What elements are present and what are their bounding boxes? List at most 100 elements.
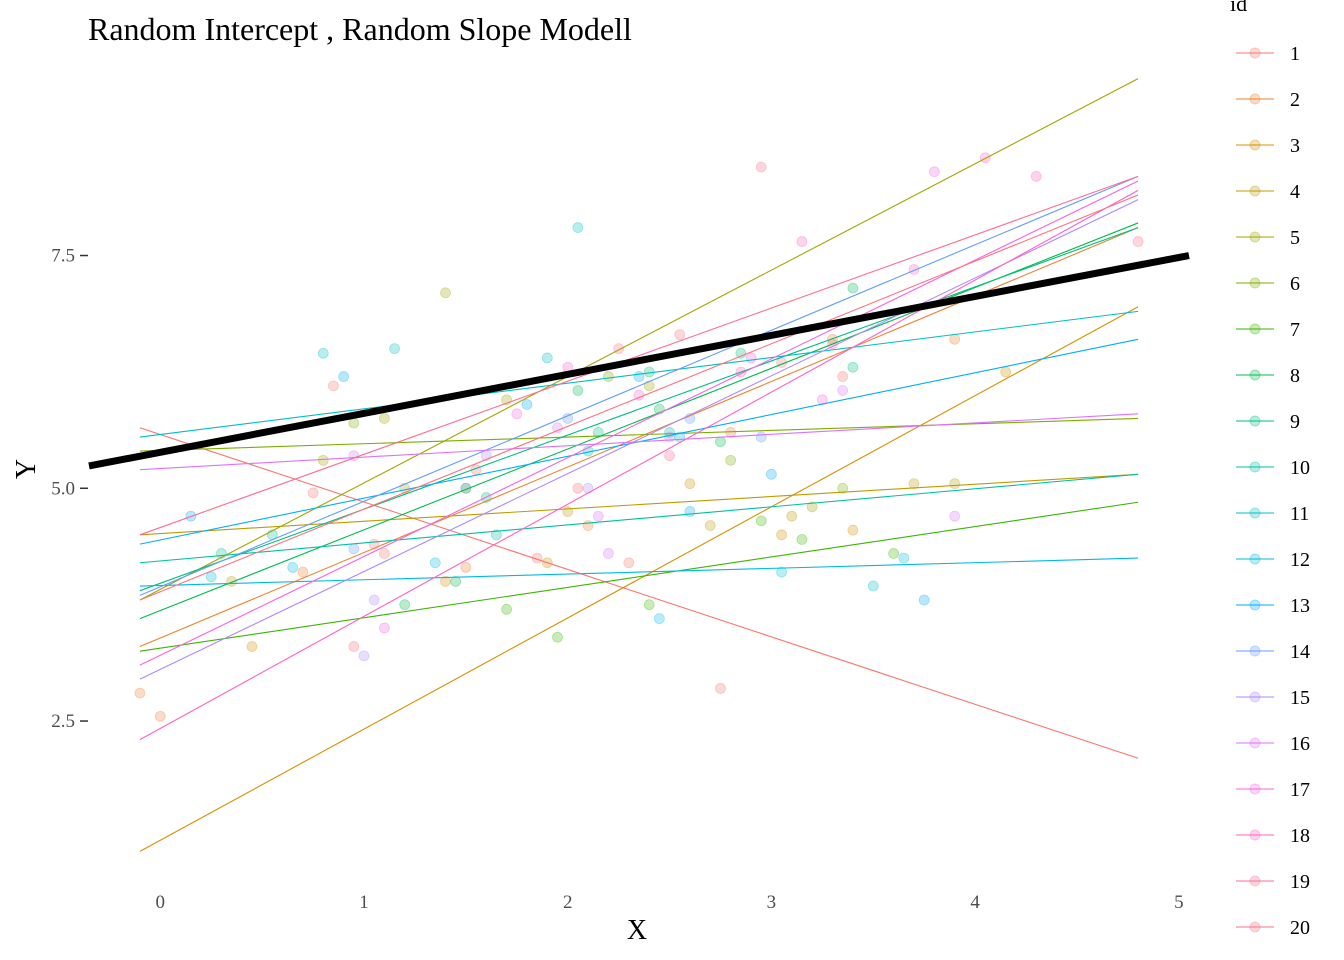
legend-item-11: 11 xyxy=(1236,503,1309,525)
legend-item-10: 10 xyxy=(1236,457,1310,479)
data-point-id-5 xyxy=(806,501,818,513)
series-line-id-10 xyxy=(139,473,1139,564)
x-tick-label: 1 xyxy=(359,892,369,913)
legend-item-15: 15 xyxy=(1236,687,1310,709)
data-point-id-17 xyxy=(745,352,757,364)
data-point-id-8 xyxy=(847,282,859,294)
data-point-id-5 xyxy=(378,413,390,424)
data-point-id-8 xyxy=(572,385,584,396)
data-point-id-13 xyxy=(918,594,930,606)
data-point-id-14 xyxy=(348,543,360,555)
legend-item-2: 2 xyxy=(1236,89,1300,111)
series-line-id-18 xyxy=(139,189,1139,741)
data-point-id-14 xyxy=(562,413,574,424)
series-line-id-6 xyxy=(139,417,1139,452)
legend-item-12: 12 xyxy=(1236,549,1310,571)
legend-label: 8 xyxy=(1290,365,1300,387)
data-point-id-9 xyxy=(847,361,859,373)
data-point-id-16 xyxy=(603,548,614,559)
y-tick-label: 5.0 xyxy=(51,478,75,499)
legend-item-7: 7 xyxy=(1236,319,1300,341)
legend-label: 1 xyxy=(1290,43,1300,65)
series-lines xyxy=(139,78,1139,852)
data-point-id-17 xyxy=(511,408,523,420)
legend-label: 14 xyxy=(1290,641,1310,663)
data-point-id-11 xyxy=(572,222,584,233)
y-axis: 2.5 5.0 7.5 xyxy=(51,246,88,732)
legend-item-19: 19 xyxy=(1236,871,1310,893)
data-point-id-16 xyxy=(837,385,849,396)
data-point-id-3 xyxy=(684,478,696,490)
legend-label: 10 xyxy=(1290,457,1310,479)
legend-title: id xyxy=(1230,0,1247,16)
x-axis-title: X xyxy=(627,915,647,946)
data-point-id-11 xyxy=(541,352,553,364)
y-axis-title: Y xyxy=(11,459,42,479)
legend-item-5: 5 xyxy=(1236,227,1300,249)
legend-key-point xyxy=(1249,369,1261,381)
legend-key-point xyxy=(1249,507,1261,519)
data-point-id-20 xyxy=(572,482,584,494)
series-line-id-7 xyxy=(139,501,1139,652)
data-point-id-3 xyxy=(776,529,787,541)
legend-label: 11 xyxy=(1290,503,1309,525)
data-point-id-3 xyxy=(246,641,258,652)
data-point-id-1 xyxy=(378,548,390,559)
data-point-id-19 xyxy=(755,161,767,173)
data-point-id-5 xyxy=(643,380,655,392)
legend-item-17: 17 xyxy=(1236,779,1310,801)
data-point-id-7 xyxy=(501,603,512,615)
legend-label: 9 xyxy=(1290,411,1300,433)
data-point-id-2 xyxy=(949,333,961,345)
x-tick-label: 5 xyxy=(1174,892,1184,913)
legend-key-point xyxy=(1249,783,1261,795)
data-point-id-7 xyxy=(552,631,563,643)
legend-item-13: 13 xyxy=(1236,595,1310,617)
series-line-id-8 xyxy=(139,222,1139,620)
data-point-id-12 xyxy=(653,613,665,625)
data-point-id-4 xyxy=(704,520,716,531)
legend-key-point xyxy=(1249,415,1261,427)
legend-item-6: 6 xyxy=(1236,273,1300,295)
data-point-id-12 xyxy=(898,552,910,564)
legend-key-point xyxy=(1249,47,1261,59)
data-point-id-1 xyxy=(715,683,726,694)
legend-label: 15 xyxy=(1290,687,1310,709)
data-point-id-20 xyxy=(674,329,686,341)
data-point-id-10 xyxy=(491,529,502,541)
series-line-id-11 xyxy=(139,310,1139,438)
legend-item-4: 4 xyxy=(1236,181,1300,203)
data-point-id-15 xyxy=(358,650,370,662)
data-point-id-6 xyxy=(603,371,614,382)
data-point-id-13 xyxy=(766,468,777,480)
data-point-id-11 xyxy=(317,347,329,359)
legend-item-18: 18 xyxy=(1236,825,1310,847)
data-point-id-20 xyxy=(348,641,360,652)
series-line-id-16 xyxy=(139,413,1139,471)
legend-key-point xyxy=(1249,139,1261,151)
data-point-id-13 xyxy=(521,399,533,410)
data-point-id-16 xyxy=(552,422,563,434)
data-point-id-1 xyxy=(837,371,849,382)
data-point-id-4 xyxy=(949,478,961,490)
data-point-id-1 xyxy=(307,487,319,499)
data-point-id-7 xyxy=(888,548,900,559)
data-point-id-4 xyxy=(562,506,574,517)
legend-item-14: 14 xyxy=(1236,641,1310,663)
legend-label: 3 xyxy=(1290,135,1300,157)
series-line-id-4 xyxy=(139,473,1139,536)
data-point-id-6 xyxy=(348,417,360,429)
data-point-id-4 xyxy=(908,478,920,490)
legend-label: 5 xyxy=(1290,227,1300,249)
data-point-id-12 xyxy=(776,566,787,578)
data-point-id-9 xyxy=(643,366,655,378)
data-point-id-17 xyxy=(928,166,940,178)
data-point-id-12 xyxy=(429,557,441,569)
legend-label: 2 xyxy=(1290,89,1300,111)
legend-label: 18 xyxy=(1290,825,1310,847)
legend-key-point xyxy=(1249,737,1261,749)
legend-key-point xyxy=(1249,93,1261,105)
legend-label: 16 xyxy=(1290,733,1310,755)
legend-label: 20 xyxy=(1290,917,1310,939)
